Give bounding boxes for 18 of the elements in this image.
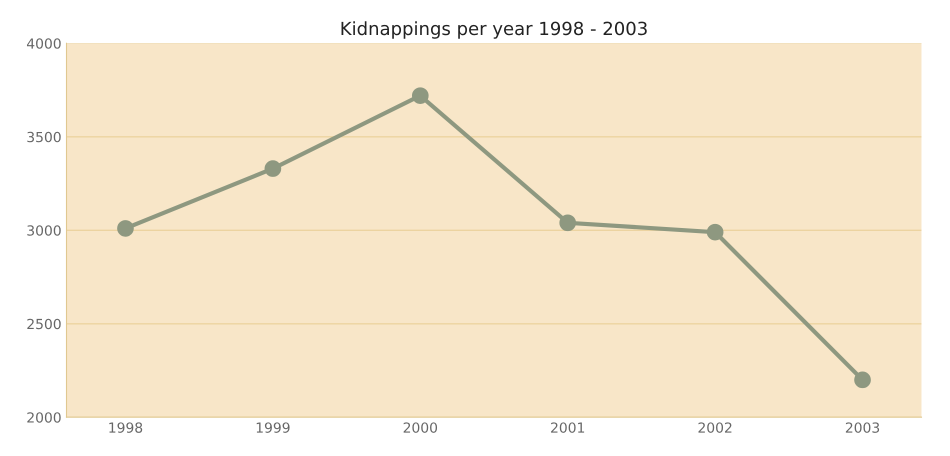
point [264,160,282,177]
x-tick-label: 1998 [109,422,142,433]
y-tick-label: 3000 [27,225,61,236]
x-tick-label: 2000 [404,422,438,433]
y-tick-label: 4000 [26,38,61,49]
x-tick-label: 1999 [256,422,290,433]
x-tick-label: 2002 [698,422,732,433]
y-tick-label: 2000 [27,412,61,423]
point [559,214,576,232]
chart-title: Kidnappings per year 1998 - 2003 [342,21,647,39]
point [706,224,724,240]
point [412,87,429,104]
x-tick-label: 2001 [551,422,584,433]
y-tick-label: 2500 [27,318,61,330]
point [854,372,871,388]
point [117,220,134,237]
y-tick-label: 3500 [27,132,61,142]
x-tick-label: 2003 [846,422,880,433]
